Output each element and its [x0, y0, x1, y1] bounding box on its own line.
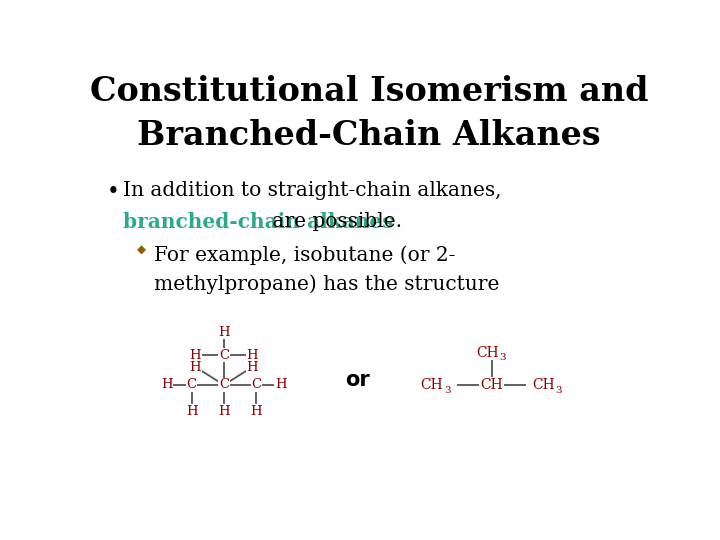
Text: branched-chain alkanes: branched-chain alkanes — [124, 212, 394, 232]
Text: In addition to straight-chain alkanes,: In addition to straight-chain alkanes, — [124, 181, 502, 200]
Text: C: C — [186, 379, 197, 392]
Text: ◆: ◆ — [138, 244, 146, 257]
Text: CH: CH — [420, 378, 443, 392]
Text: H: H — [246, 361, 258, 374]
Text: H: H — [251, 405, 262, 418]
Text: methylpropane) has the structure: methylpropane) has the structure — [154, 275, 500, 294]
Text: For example, isobutane (or 2-: For example, isobutane (or 2- — [154, 246, 456, 265]
Text: are possible.: are possible. — [266, 212, 402, 231]
Text: Constitutional Isomerism and: Constitutional Isomerism and — [90, 75, 648, 108]
Text: C: C — [219, 348, 229, 361]
Text: H: H — [189, 348, 202, 361]
Text: H: H — [246, 348, 258, 361]
Text: or: or — [346, 370, 370, 390]
Text: H: H — [186, 405, 197, 418]
Text: CH: CH — [532, 378, 554, 392]
Text: H: H — [275, 379, 287, 392]
Text: H: H — [161, 379, 173, 392]
Text: H: H — [218, 405, 230, 418]
Text: 3: 3 — [444, 386, 451, 395]
Text: H: H — [189, 361, 202, 374]
Text: CH: CH — [480, 378, 503, 392]
Text: CH: CH — [476, 346, 499, 360]
Text: 3: 3 — [555, 386, 562, 395]
Text: •: • — [107, 181, 120, 203]
Text: C: C — [219, 379, 229, 392]
Text: Branched-Chain Alkanes: Branched-Chain Alkanes — [138, 119, 600, 152]
Text: 3: 3 — [500, 354, 506, 362]
Text: H: H — [218, 326, 230, 339]
Text: C: C — [251, 379, 261, 392]
